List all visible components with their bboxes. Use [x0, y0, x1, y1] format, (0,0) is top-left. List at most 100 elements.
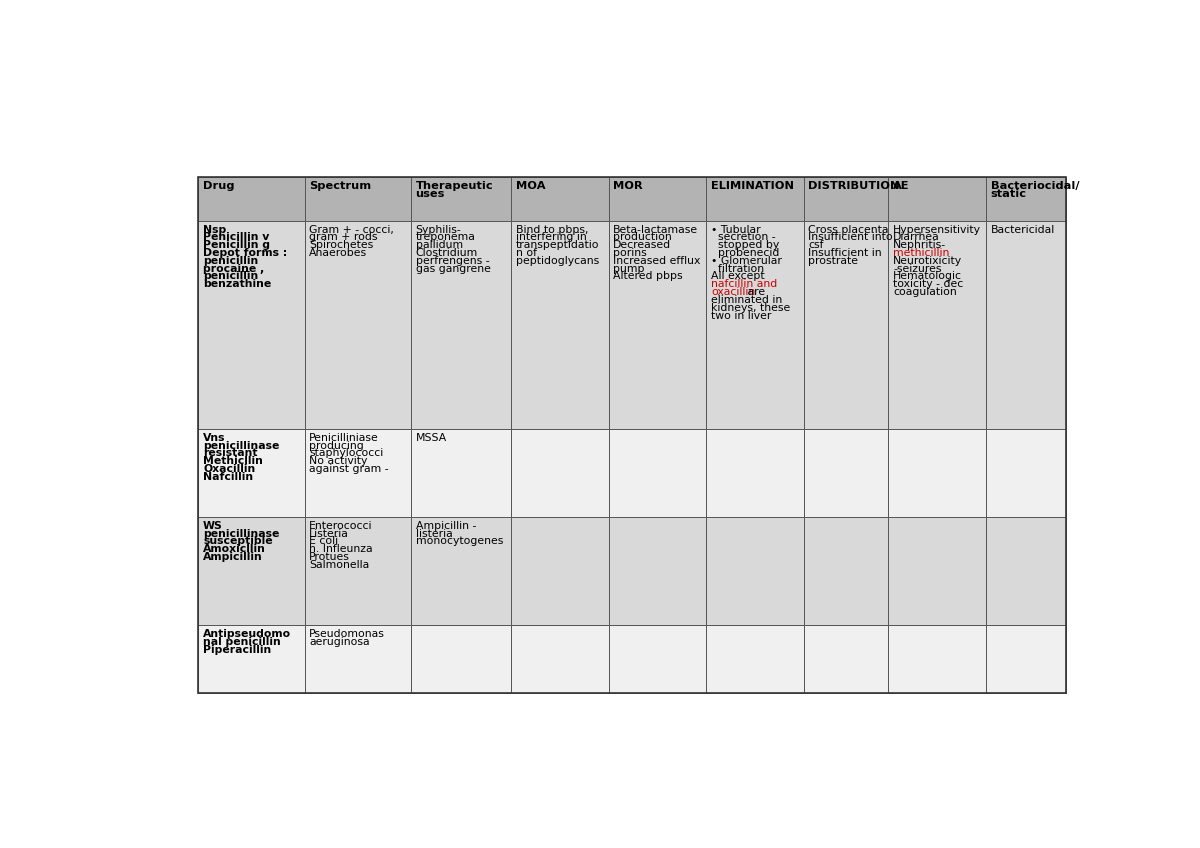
Text: resistant: resistant — [203, 449, 258, 459]
Bar — [305, 429, 410, 516]
Text: probenecid: probenecid — [710, 248, 779, 258]
Text: Piperacillin: Piperacillin — [203, 644, 271, 655]
Text: Hypersensitivity: Hypersensitivity — [893, 225, 980, 235]
Text: against gram -: against gram - — [310, 464, 389, 474]
Text: Penicillin g: Penicillin g — [203, 240, 270, 250]
Text: static: static — [990, 189, 1026, 199]
Text: h. Infleunza: h. Infleunza — [310, 544, 373, 554]
Text: Vns: Vns — [203, 432, 226, 443]
Bar — [804, 177, 888, 220]
Text: All except: All except — [710, 271, 764, 282]
Text: • Tubular: • Tubular — [710, 225, 761, 235]
Text: csf: csf — [809, 240, 824, 250]
Text: Listeria: Listeria — [310, 528, 349, 538]
Bar — [707, 625, 804, 693]
Bar — [511, 429, 608, 516]
Text: Hematologic: Hematologic — [893, 271, 962, 282]
Text: transpeptidatio: transpeptidatio — [516, 240, 599, 250]
Text: Bind to pbps,: Bind to pbps, — [516, 225, 588, 235]
Text: ELIMINATION: ELIMINATION — [710, 181, 794, 191]
Text: Beta-lactamase: Beta-lactamase — [613, 225, 698, 235]
Text: penicillinase: penicillinase — [203, 441, 280, 450]
Text: penicillinase: penicillinase — [203, 528, 280, 538]
Bar — [511, 177, 608, 220]
Text: E coli: E coli — [310, 536, 338, 546]
Bar — [198, 177, 1066, 693]
Text: MOA: MOA — [516, 181, 545, 191]
Text: Depot forms :: Depot forms : — [203, 248, 287, 258]
Bar — [410, 220, 511, 429]
Bar — [986, 220, 1066, 429]
Text: penicillin: penicillin — [203, 271, 258, 282]
Text: Bacteriocidal/: Bacteriocidal/ — [990, 181, 1079, 191]
Text: Anaerobes: Anaerobes — [310, 248, 367, 258]
Text: Enterococci: Enterococci — [310, 521, 373, 531]
Bar — [986, 429, 1066, 516]
Text: Increased efflux: Increased efflux — [613, 256, 701, 265]
Bar — [410, 625, 511, 693]
Text: filtration: filtration — [710, 264, 764, 274]
Bar — [198, 220, 305, 429]
Text: Penicilliniase: Penicilliniase — [310, 432, 379, 443]
Text: Clostridium: Clostridium — [415, 248, 478, 258]
Text: Gram + - cocci,: Gram + - cocci, — [310, 225, 394, 235]
Text: DISTRIBUTION: DISTRIBUTION — [809, 181, 900, 191]
Bar — [707, 429, 804, 516]
Text: listeria: listeria — [415, 528, 452, 538]
Text: porins: porins — [613, 248, 647, 258]
Bar — [888, 429, 986, 516]
Bar — [511, 625, 608, 693]
Bar — [986, 516, 1066, 625]
Text: procaine ,: procaine , — [203, 264, 264, 274]
Text: producing: producing — [310, 441, 364, 450]
Bar — [707, 516, 804, 625]
Text: Neurotixicity: Neurotixicity — [893, 256, 962, 265]
Bar — [608, 177, 707, 220]
Text: pallidum: pallidum — [415, 240, 463, 250]
Bar — [888, 625, 986, 693]
Text: toxicity - dec: toxicity - dec — [893, 279, 964, 289]
Bar — [198, 516, 305, 625]
Text: -seizures: -seizures — [893, 264, 942, 274]
Text: aeruginosa: aeruginosa — [310, 637, 370, 647]
Text: benzathine: benzathine — [203, 279, 271, 289]
Text: Nephritis-: Nephritis- — [893, 240, 946, 250]
Text: uses: uses — [415, 189, 445, 199]
Bar — [305, 177, 410, 220]
Bar — [305, 625, 410, 693]
Text: Penicillin v: Penicillin v — [203, 232, 269, 243]
Bar — [804, 516, 888, 625]
Text: Protues: Protues — [310, 552, 350, 562]
Bar — [707, 177, 804, 220]
Text: WS: WS — [203, 521, 223, 531]
Text: Insufficient in: Insufficient in — [809, 248, 882, 258]
Bar — [888, 516, 986, 625]
Text: Methicllin: Methicllin — [203, 456, 263, 466]
Text: susceptible: susceptible — [203, 536, 272, 546]
Text: monocytogenes: monocytogenes — [415, 536, 503, 546]
Text: Diarrhea: Diarrhea — [893, 232, 940, 243]
Text: No activity: No activity — [310, 456, 367, 466]
Bar — [804, 625, 888, 693]
Text: treponema: treponema — [415, 232, 475, 243]
Text: penicillin: penicillin — [203, 256, 258, 265]
Bar — [608, 429, 707, 516]
Bar — [511, 516, 608, 625]
Text: Therapeutic: Therapeutic — [415, 181, 493, 191]
Text: nal penicillin: nal penicillin — [203, 637, 281, 647]
Text: are: are — [744, 287, 764, 297]
Text: gram + rods: gram + rods — [310, 232, 378, 243]
Bar — [410, 516, 511, 625]
Text: gas gangrene: gas gangrene — [415, 264, 491, 274]
Text: Altered pbps: Altered pbps — [613, 271, 683, 282]
Text: nafcillin and: nafcillin and — [710, 279, 778, 289]
Text: Cross placenta: Cross placenta — [809, 225, 889, 235]
Text: two in liver: two in liver — [710, 310, 772, 321]
Text: eliminated in: eliminated in — [710, 295, 782, 305]
Bar — [198, 625, 305, 693]
Text: MSSA: MSSA — [415, 432, 446, 443]
Text: Insufficient into: Insufficient into — [809, 232, 893, 243]
Text: n of: n of — [516, 248, 536, 258]
Text: Ampicillin: Ampicillin — [203, 552, 263, 562]
Text: prostrate: prostrate — [809, 256, 858, 265]
